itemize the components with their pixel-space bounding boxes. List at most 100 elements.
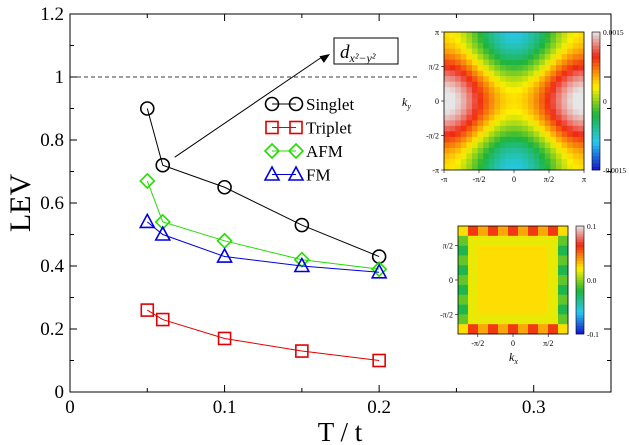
heatmap-cell [550,70,557,77]
inset-x-tick-label: -π/2 [473,175,486,184]
data-point-triplet [140,303,155,317]
heatmap-cell [472,81,478,88]
heatmap-cell [533,92,540,99]
heatmap-cell [468,284,479,296]
heatmap-cell [548,265,559,276]
heatmap-cell [511,87,518,94]
heatmap-cell [556,32,562,38]
heatmap-cell [550,98,557,105]
heatmap-cell [498,235,509,246]
heatmap-cell [477,136,484,143]
heatmap-cell [561,125,568,132]
heatmap-cell [561,87,568,94]
colorbar-segment [592,166,600,171]
heatmap-cell [550,131,557,138]
heatmap-cell [556,65,562,71]
heatmap-cell [505,153,512,160]
heatmap-cell [556,54,562,60]
heatmap-cell [488,284,499,296]
heatmap-cell [444,81,450,88]
heatmap-cell [518,324,529,335]
heatmap-cell [550,120,557,127]
colorbar-segment [576,231,584,235]
colorbar-tick-label: 0.0 [587,276,597,285]
heatmap-cell [483,37,490,44]
heatmap-cell [533,54,540,60]
heatmap-cell [498,304,509,315]
heatmap-cell [500,87,506,94]
heatmap-cell [483,81,490,88]
inset-y-label: ky [402,95,411,111]
heatmap-cell [494,43,501,49]
heatmap-cell [550,109,557,116]
colorbar-segment [592,142,600,147]
heatmap-cell [528,153,534,160]
heatmap-cell [533,98,540,105]
heatmap-cell [578,65,585,71]
y-tick-label: 0.8 [40,130,64,151]
colorbar-segment [576,293,584,297]
heatmap-cell [488,87,495,94]
colorbar-segment [592,63,600,67]
heatmap-cell [449,125,456,132]
heatmap-cell [548,284,559,296]
heatmap-cell [488,235,499,246]
heatmap-cell [460,32,467,38]
heatmap-cell [522,164,529,171]
heatmap-cell [449,109,456,116]
heatmap-cell [556,142,562,149]
heatmap-cell [500,153,506,160]
heatmap-cell [477,131,484,138]
heatmap-cell [500,48,506,55]
heatmap-cell [455,164,462,171]
heatmap-cell [498,245,509,256]
colorbar-segment [576,258,584,262]
heatmap-cell [544,65,551,71]
heatmap-cell [522,54,529,60]
colorbar-segment [576,255,584,259]
inset-y-tick-label: π/2 [429,63,439,72]
heatmap-cell [466,32,473,38]
heatmap-cell [483,131,490,138]
heatmap-cell [494,48,501,55]
heatmap-cell [533,37,540,44]
heatmap-cell [477,103,484,110]
heatmap-cell [539,153,546,160]
heatmap-cell [516,114,523,121]
y-tick-label: 1.2 [40,4,64,25]
heatmap-cell [466,109,473,116]
heatmap-cell [516,81,523,88]
heatmap-cell [460,65,467,71]
heatmap-cell [498,265,509,276]
heatmap-cell [544,103,551,110]
heatmap-cell [488,164,495,171]
heatmap-cell [488,70,495,77]
heatmap-cell [578,109,585,116]
heatmap-cell [500,158,506,165]
colorbar-segment [576,274,584,278]
heatmap-cell [494,76,501,82]
legend-marker-triplet [289,120,303,135]
heatmap-cell [528,314,539,325]
inset-y-label-sub: y [406,102,411,111]
heatmap-cell [528,275,539,286]
heatmap-cell [488,37,495,44]
heatmap-cell [578,37,585,44]
heatmap-cell [516,76,523,82]
inset-y-tick-label: π/2 [443,241,453,250]
heatmap-cell [578,54,585,60]
heatmap-cell [561,142,568,149]
heatmap-cell [460,136,467,143]
heatmap-cell [472,164,478,171]
heatmap-cell [533,43,540,49]
heatmap-cell [455,43,462,49]
heatmap-cell [472,32,478,38]
heatmap-cell [488,153,495,160]
heatmap-cell [544,59,551,66]
heatmap-cell [498,314,509,325]
colorbar-tick-label: 0.0015 [603,28,624,37]
heatmap-cell [500,81,506,88]
x-tick-label: 0.1 [213,397,237,418]
heatmap-cell [483,164,490,171]
data-point-fm [293,256,311,273]
